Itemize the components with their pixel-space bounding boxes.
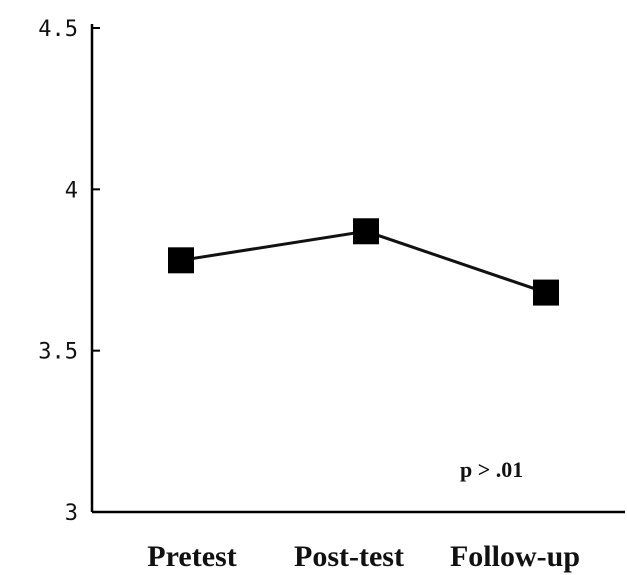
x-category-label: Post-test [294,540,404,573]
series-line-group [168,218,559,306]
data-point-marker [168,247,194,274]
y-tick-label: 4.5 [38,17,78,42]
data-point-marker [533,279,559,306]
data-point-marker [353,218,379,245]
y-tick-label: 3 [65,501,78,526]
y-tick-label: 4 [65,178,78,203]
significance-annotation: p > .01 [460,457,523,482]
x-category-labels: Pretest Post-test Follow-up [147,540,580,573]
y-ticks: 4.5 4 3.5 3 [38,17,100,526]
x-category-label: Follow-up [450,540,580,573]
x-category-label: Pretest [147,540,236,573]
y-tick-label: 3.5 [38,340,78,365]
